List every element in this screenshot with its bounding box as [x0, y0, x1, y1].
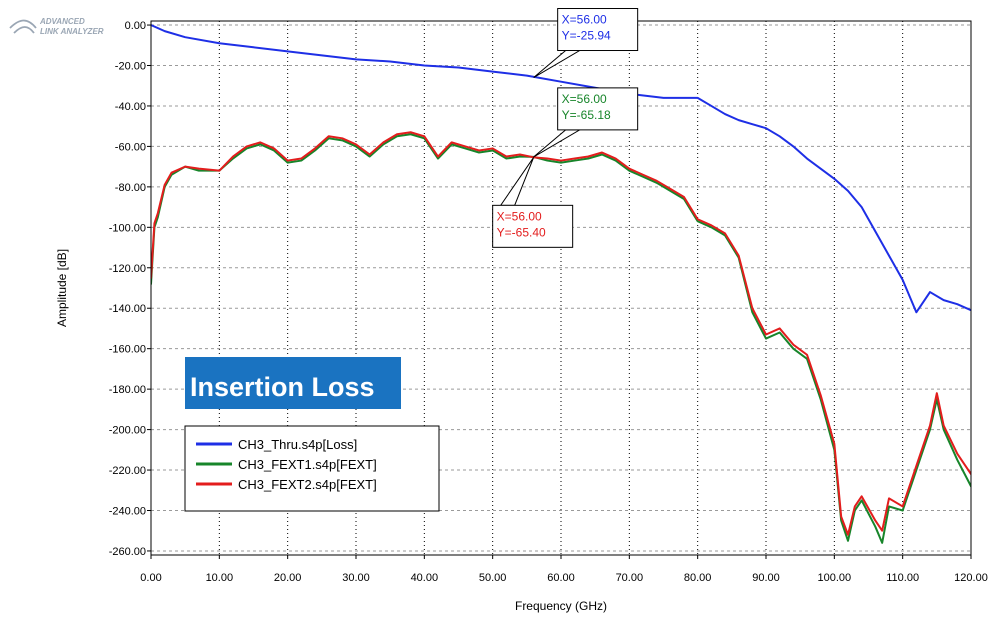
x-axis-ticks: 0.00 10.00 20.00 30.00 40.00 50.00 60.00 70.00 8…: [140, 555, 988, 584]
brand-logo: ADVANCED LINK ANALYZER: [9, 17, 104, 36]
y-axis-ticks: 0.00 -20.00 -40.00 -60.00 -80.00 -100.00 -120.…: [109, 20, 151, 558]
x-tick-label: 70.00: [616, 572, 644, 584]
brand-wave-icon: [13, 26, 35, 34]
overlay-label-text: Insertion Loss: [190, 372, 375, 402]
y-tick-label: -180.00: [109, 384, 146, 396]
annotation-box: [492, 204, 574, 248]
annotation-box: [557, 87, 639, 131]
y-tick-label: -200.00: [109, 425, 146, 437]
overlay-label-background: [185, 357, 401, 409]
x-tick-label: 30.00: [342, 572, 370, 584]
y-tick-label: -240.00: [109, 506, 146, 518]
x-tick-label: 40.00: [411, 572, 439, 584]
annotations: X=56.00 Y=-25.94 X=56.00 Y=-65.18 X=56.00 Y=-…: [492, 8, 639, 248]
annotation-y-value: Y=-65.40: [497, 225, 546, 239]
y-tick-label: -160.00: [109, 344, 146, 356]
annotation-x-value: X=56.00: [562, 13, 607, 27]
x-tick-label: 20.00: [274, 572, 302, 584]
annotation-x-value: X=56.00: [562, 92, 607, 106]
x-tick-label: 60.00: [547, 572, 575, 584]
x-tick-label: 100.00: [818, 572, 852, 584]
legend-label[interactable]: CH3_FEXT1.s4p[FEXT]: [238, 457, 377, 472]
y-tick-label: -260.00: [109, 546, 146, 558]
series-layer: [151, 24, 971, 544]
brand-wave-icon: [9, 19, 37, 29]
y-tick-label: -40.00: [115, 101, 146, 113]
y-tick-label: -100.00: [109, 222, 146, 234]
x-tick-label: 90.00: [752, 572, 780, 584]
y-tick-label: 0.00: [125, 20, 146, 32]
annotation-y-value: Y=-25.94: [562, 29, 611, 43]
x-tick-label: 80.00: [684, 572, 712, 584]
series-line-1[interactable]: [151, 24, 971, 314]
y-tick-label: -120.00: [109, 263, 146, 275]
brand-line-1: ADVANCED: [39, 17, 85, 26]
y-tick-label: -60.00: [115, 141, 146, 153]
legend-label[interactable]: CH3_Thru.s4p[Loss]: [238, 437, 357, 452]
x-tick-label: 0.00: [140, 572, 161, 584]
x-axis-label: Frequency (GHz): [515, 599, 607, 613]
y-tick-label: -140.00: [109, 303, 146, 315]
annotation-y-value: Y=-65.18: [562, 108, 611, 122]
y-tick-label: -80.00: [115, 182, 146, 194]
annotation-x-value: X=56.00: [497, 209, 542, 223]
x-tick-label: 110.00: [886, 572, 919, 584]
brand-line-2: LINK ANALYZER: [40, 27, 104, 36]
series-line-3[interactable]: [151, 131, 971, 536]
annotation-box: [557, 8, 639, 52]
legend[interactable]: CH3_Thru.s4p[Loss] CH3_FEXT1.s4p[FEXT] CH3…: [184, 425, 440, 512]
y-tick-label: -220.00: [109, 465, 146, 477]
x-tick-label: 50.00: [479, 572, 507, 584]
legend-label[interactable]: CH3_FEXT2.s4p[FEXT]: [238, 477, 377, 492]
y-tick-label: -20.00: [115, 61, 146, 73]
x-tick-label: 10.00: [206, 572, 234, 584]
legend-box: [184, 425, 440, 512]
y-axis-label: Amplitude [dB]: [55, 249, 69, 327]
x-tick-label: 120.00: [954, 572, 988, 584]
overlay-label: Insertion Loss: [185, 357, 401, 409]
